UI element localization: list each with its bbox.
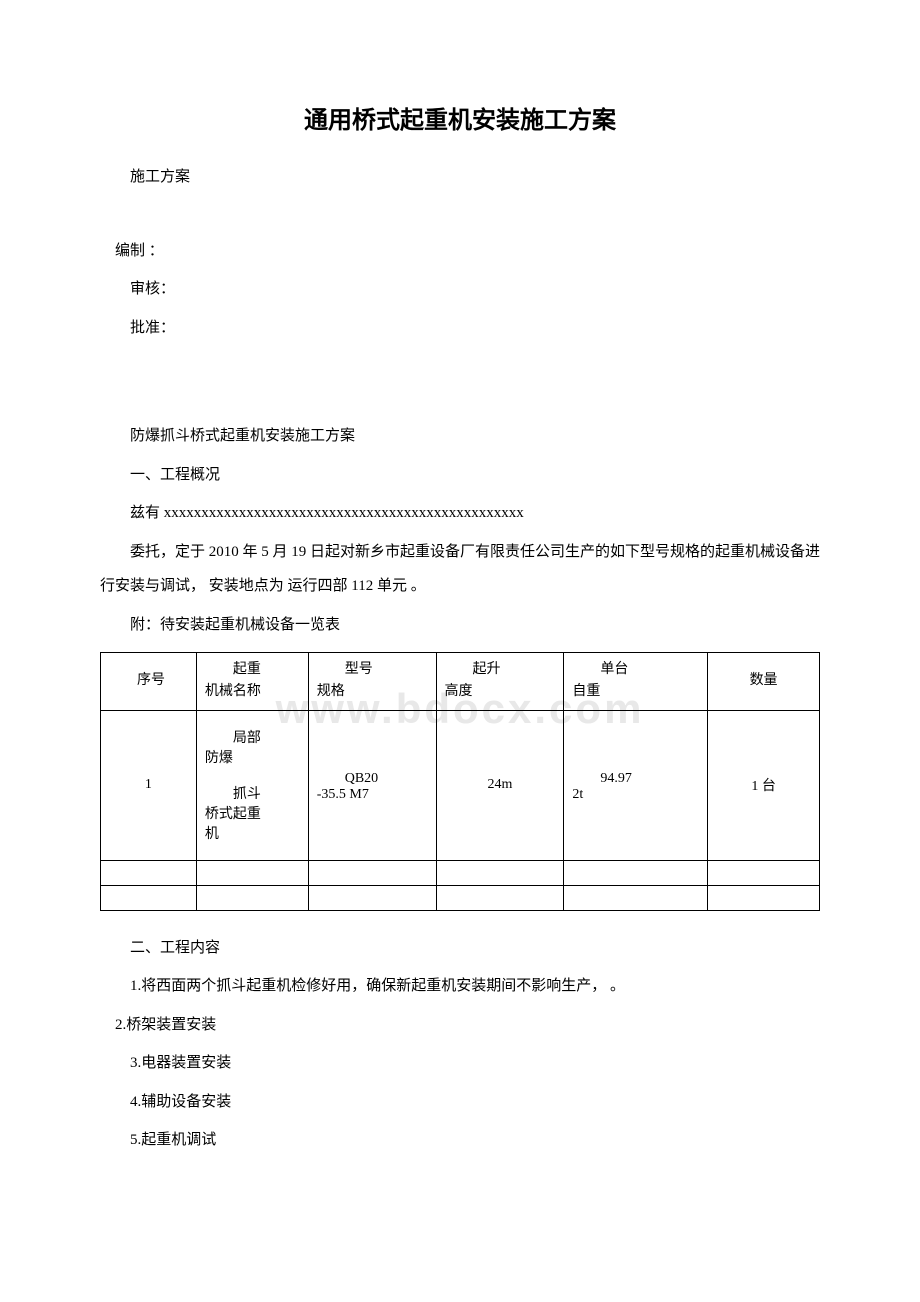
cell-name: 局部 防爆 抓斗 桥式起重 机 (196, 710, 308, 860)
paragraph-reviewer: 审核： (100, 272, 820, 307)
paragraph-compiler: 编制 ： (100, 234, 820, 269)
paragraph-section1-heading: 一、工程概况 (100, 458, 820, 493)
paragraph-construction-plan: 施工方案 (100, 160, 820, 195)
cell-height: 24m (436, 710, 564, 860)
paragraph-item5: 5.起重机调试 (100, 1123, 820, 1158)
header-weight: 单台 自重 (564, 653, 708, 711)
document-title: 通用桥式起重机安装施工方案 (100, 100, 820, 135)
header-model: 型号 规格 (308, 653, 436, 711)
header-seq: 序号 (101, 653, 197, 711)
header-name: 起重 机械名称 (196, 653, 308, 711)
paragraph-subtitle: 防爆抓斗桥式起重机安装施工方案 (100, 419, 820, 454)
cell-seq: 1 (101, 710, 197, 860)
paragraph-section2-heading: 二、工程内容 (100, 931, 820, 966)
paragraph-attachment: 附：待安装起重机械设备一览表 (100, 608, 820, 643)
table-data-row: 1 局部 防爆 抓斗 桥式起重 机 QB20 -35.5 M7 24m 94.9… (101, 710, 820, 860)
header-height: 起升 高度 (436, 653, 564, 711)
cell-weight: 94.97 2t (564, 710, 708, 860)
paragraph-approver: 批准： (100, 311, 820, 346)
cell-quantity: 1 台 (708, 710, 820, 860)
paragraph-item3: 3.电器装置安装 (100, 1046, 820, 1081)
paragraph-item2: 2.桥架装置安装 (100, 1008, 820, 1043)
paragraph-commission: 委托，定于 2010 年 5 月 19 日起对新乡市起重设备厂有限责任公司生产的… (100, 535, 820, 604)
cell-model: QB20 -35.5 M7 (308, 710, 436, 860)
paragraph-intro: 兹有 xxxxxxxxxxxxxxxxxxxxxxxxxxxxxxxxxxxxx… (100, 496, 820, 531)
table-header-row: 序号 起重 机械名称 型号 规格 起升 高度 单台 自重 数量 (101, 653, 820, 711)
paragraph-item1: 1.将西面两个抓斗起重机检修好用，确保新起重机安装期间不影响生产， 。 (100, 969, 820, 1004)
header-quantity: 数量 (708, 653, 820, 711)
paragraph-item4: 4.辅助设备安装 (100, 1085, 820, 1120)
table-empty-row-2 (101, 885, 820, 910)
table-empty-row-1 (101, 860, 820, 885)
document-content: 通用桥式起重机安装施工方案 施工方案 编制 ： 审核： 批准： 防爆抓斗桥式起重… (100, 100, 820, 1158)
equipment-table: 序号 起重 机械名称 型号 规格 起升 高度 单台 自重 数量 (100, 652, 820, 911)
